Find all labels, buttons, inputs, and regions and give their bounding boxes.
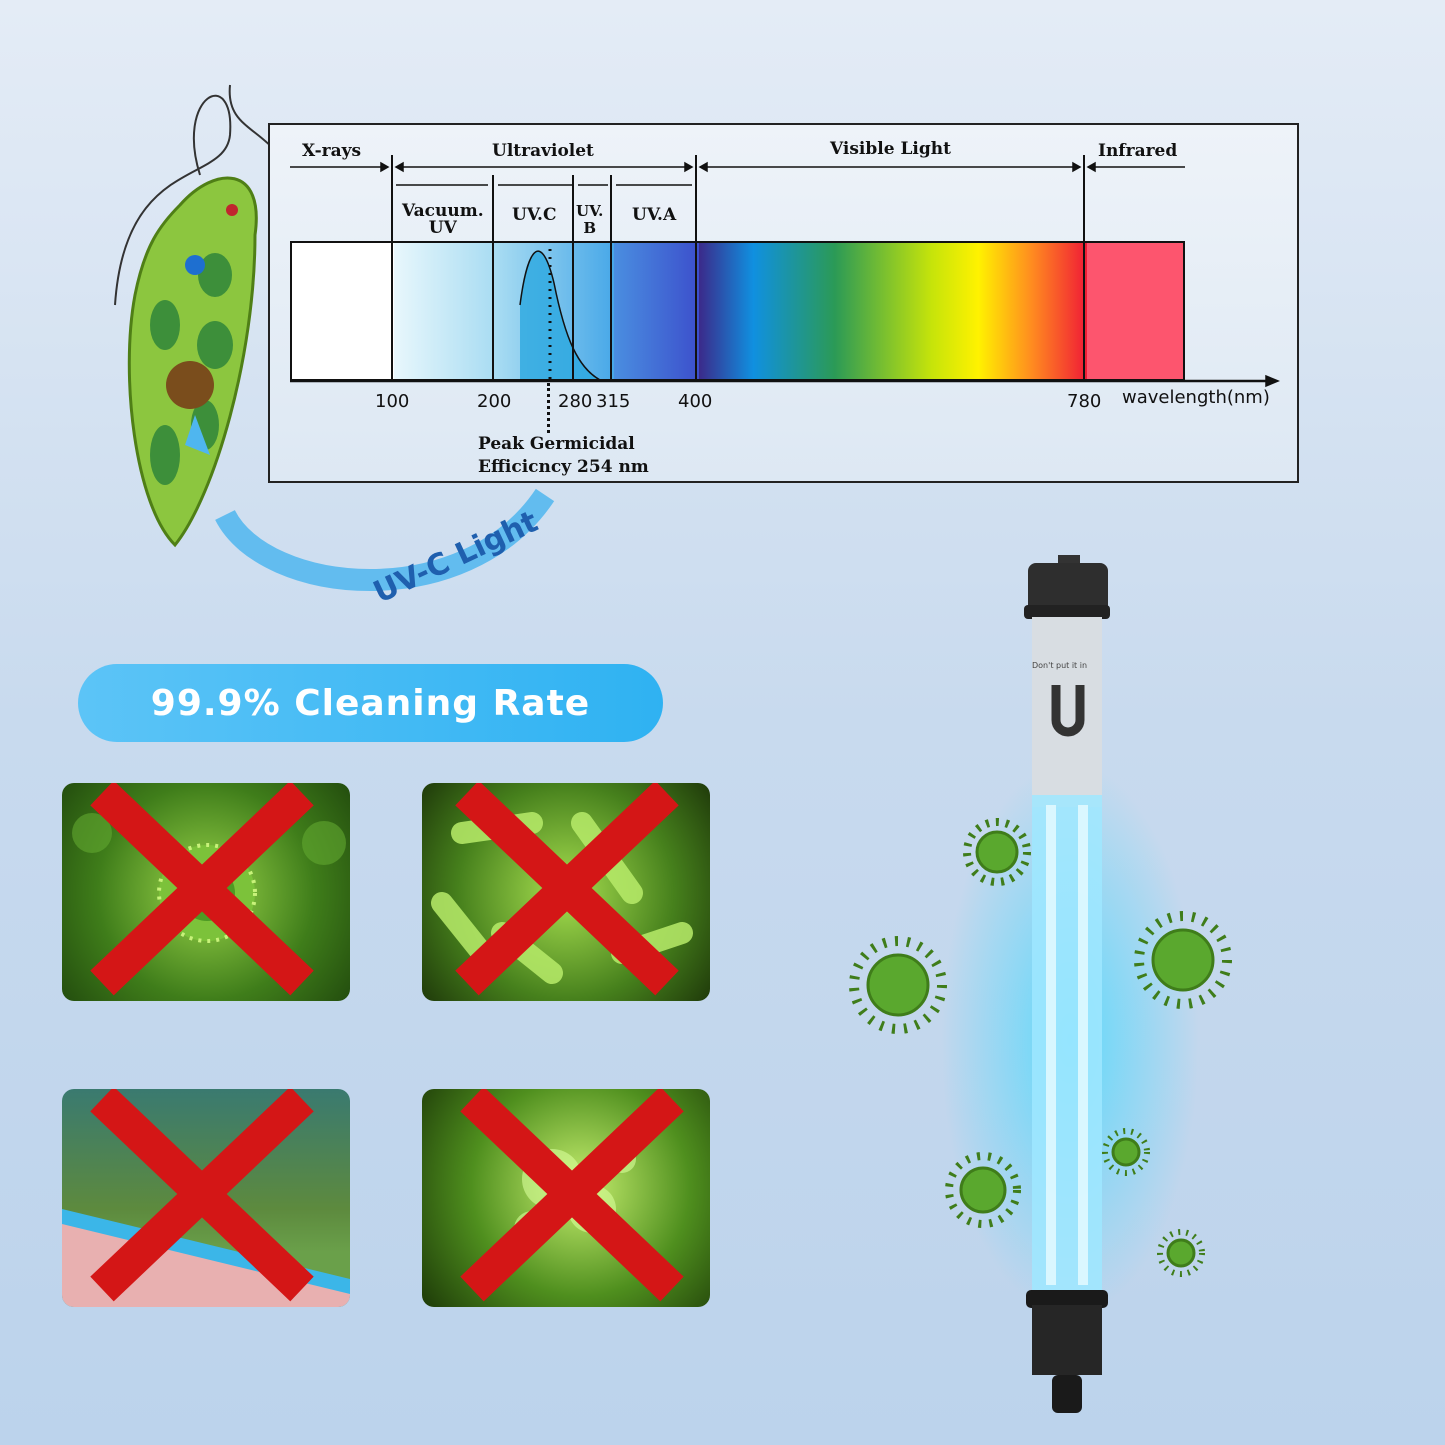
region-visible: Visible Light <box>830 139 951 159</box>
tick-100: 100 <box>375 391 410 412</box>
peak-annotation: Peak Germicidal Efficicncy 254 nm <box>478 434 649 477</box>
tick-315: 315 <box>596 391 631 412</box>
euglena-illustration: UV-C Light <box>114 84 555 611</box>
electromagnetic-spectrum-diagram: X-rays Ultraviolet Visible Light Infrare… <box>268 123 1299 483</box>
germ-icon <box>1134 911 1232 1009</box>
uv-lamp <box>1024 555 1110 1413</box>
tick-780: 780 <box>1067 391 1102 412</box>
sub-uvb: UV. B <box>576 202 604 237</box>
tile-algae-water <box>62 1089 350 1307</box>
tick-280: 280 <box>558 391 593 412</box>
germicidal-curve <box>519 249 600 379</box>
region-arrows <box>290 161 1280 388</box>
lamp-warning-label: Don't put it in <box>1032 661 1088 670</box>
sub-uva: UV.A <box>632 205 677 225</box>
cross-icon <box>90 1089 314 1302</box>
region-ultraviolet: Ultraviolet <box>492 141 594 161</box>
cross-icon <box>90 783 314 996</box>
cleaning-rate-badge: 99.9% Cleaning Rate <box>78 664 663 742</box>
germ-icon <box>1102 1128 1150 1176</box>
tick-200: 200 <box>477 391 512 412</box>
region-xrays: X-rays <box>302 141 362 161</box>
sub-vacuum-uv: Vacuum. UV <box>402 201 484 238</box>
tick-400: 400 <box>678 391 713 412</box>
germs <box>849 818 1232 1277</box>
germ-icon <box>1157 1229 1205 1277</box>
germ-icon <box>945 1152 1021 1228</box>
tile-microbe-cells <box>422 1089 710 1307</box>
germ-icon <box>963 818 1031 886</box>
cross-icon <box>460 1089 684 1302</box>
cross-icon <box>455 783 679 996</box>
tile-virus <box>62 783 350 1001</box>
germ-icon <box>849 936 947 1034</box>
uvc-light-label: UV-C Light <box>368 504 543 610</box>
tile-bacteria <box>422 783 710 1001</box>
axis-label: wavelength(nm) <box>1122 387 1270 408</box>
region-infrared: Infrared <box>1098 141 1178 161</box>
spectrum-bar <box>290 241 1185 381</box>
sub-uvc: UV.C <box>512 205 557 225</box>
